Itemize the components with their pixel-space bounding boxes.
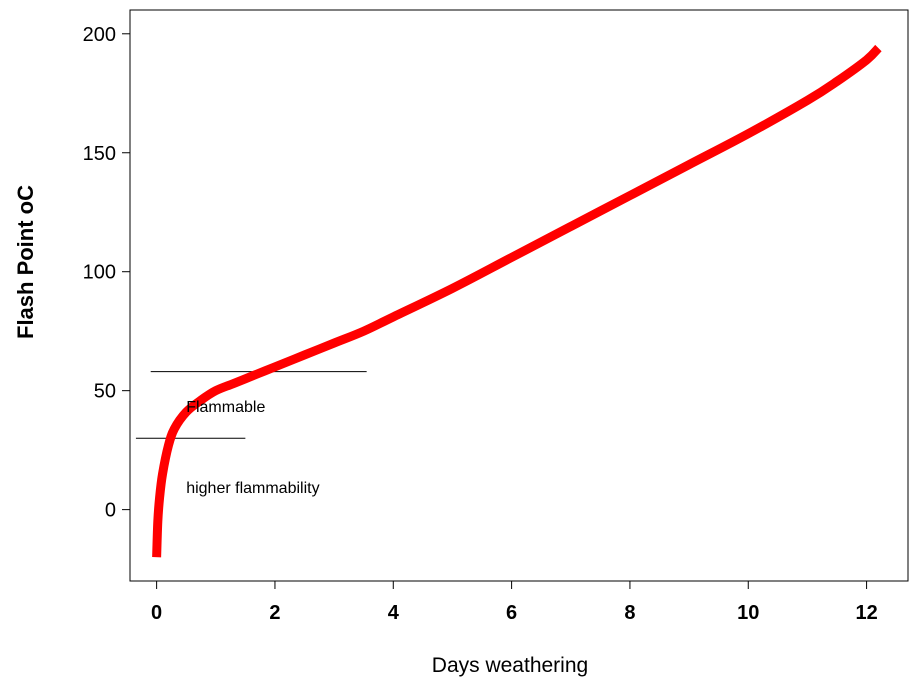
x-tick-label: 6: [506, 602, 517, 624]
flash-point-curve: [152, 44, 882, 558]
y-tick-label: 50: [94, 381, 116, 403]
y-tick-label: 0: [105, 500, 116, 522]
annotation-label: Flammable: [186, 399, 265, 416]
y-tick-label: 150: [83, 143, 116, 165]
series-layer: [152, 44, 882, 558]
x-axis: 0 2 4 6 8 10 12: [151, 581, 878, 624]
y-tick-label: 100: [83, 262, 116, 284]
annotations: Flammable higher flammability: [186, 399, 319, 497]
x-tick-label: 8: [624, 602, 635, 624]
annotation-label: higher flammability: [186, 480, 319, 497]
x-axis-title: Days weathering: [432, 654, 588, 677]
x-tick-label: 4: [388, 602, 400, 624]
x-tick-label: 2: [269, 602, 280, 624]
x-tick-label: 12: [855, 602, 877, 624]
x-tick-label: 10: [737, 602, 759, 624]
x-tick-label: 0: [151, 602, 162, 624]
plot-frame: [129, 9, 909, 582]
y-axis: 0 50 100 150 200: [83, 24, 130, 522]
y-axis-title: Flash Point oC: [13, 185, 38, 339]
y-tick-label: 200: [83, 24, 116, 46]
